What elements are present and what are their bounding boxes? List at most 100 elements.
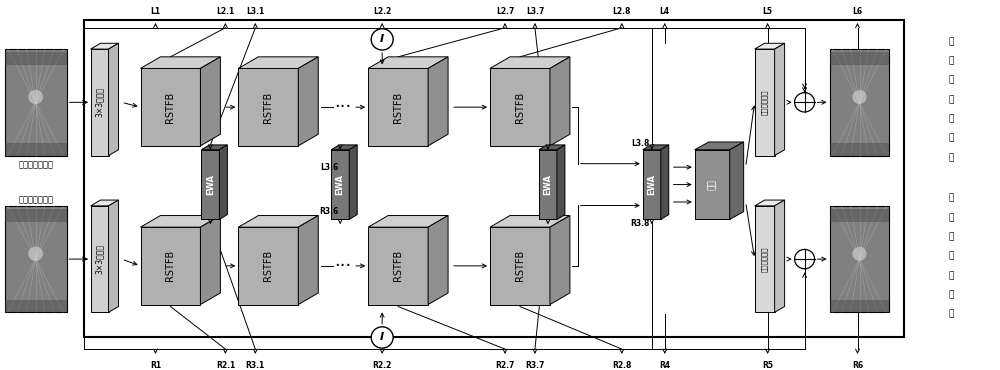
Text: 图: 图 [949,153,954,162]
Polygon shape [109,43,119,155]
Polygon shape [140,216,220,227]
Polygon shape [428,57,448,146]
Text: RSTFB: RSTFB [515,250,525,282]
Text: 低分辨率右视图: 低分辨率右视图 [18,195,53,204]
Circle shape [852,247,867,261]
Polygon shape [368,68,428,146]
Polygon shape [539,150,557,219]
Circle shape [795,249,815,269]
Polygon shape [140,57,220,68]
Circle shape [852,90,867,104]
Polygon shape [368,216,448,227]
Text: L2.2: L2.2 [373,7,391,16]
Polygon shape [238,68,298,146]
Text: I: I [380,34,384,44]
Text: L5: L5 [763,7,773,16]
Text: 高: 高 [949,37,954,46]
Text: 分: 分 [949,56,954,65]
Text: L2.7: L2.7 [496,7,514,16]
Text: RSTFB: RSTFB [393,250,403,282]
Text: R4: R4 [659,361,670,370]
Polygon shape [200,216,220,305]
Text: EWA: EWA [336,174,345,195]
Polygon shape [550,57,570,146]
Text: R2.8: R2.8 [612,361,632,370]
Text: L3.7: L3.7 [526,7,544,16]
Bar [830,49,889,155]
Circle shape [795,92,815,112]
Polygon shape [349,145,357,219]
Bar [830,209,889,222]
Text: 率: 率 [949,252,954,261]
Polygon shape [238,57,318,68]
Text: RSTFB: RSTFB [165,250,175,282]
Text: RSTFB: RSTFB [515,91,525,123]
Text: L6: L6 [852,7,863,16]
Polygon shape [557,145,565,219]
Text: L3.8: L3.8 [631,139,650,148]
Circle shape [371,29,393,50]
Text: 融合: 融合 [708,179,717,190]
Text: 分: 分 [949,213,954,222]
Text: R5: R5 [762,361,773,370]
Text: RSTFB: RSTFB [165,91,175,123]
Text: 右: 右 [949,271,954,280]
Polygon shape [550,216,570,305]
Text: 3×3卷积层: 3×3卷积层 [95,87,104,117]
Bar [5,143,67,155]
Text: R2.7: R2.7 [495,361,515,370]
Polygon shape [109,200,119,312]
Circle shape [28,90,43,104]
Text: R3.1: R3.1 [246,361,265,370]
Polygon shape [695,142,744,150]
Text: R1: R1 [150,361,161,370]
Polygon shape [490,68,550,146]
Text: RSTFB: RSTFB [263,91,273,123]
Text: 左: 左 [949,114,954,123]
Polygon shape [695,150,730,219]
Text: EWA: EWA [647,174,656,195]
Polygon shape [755,43,785,49]
Text: RSTFB: RSTFB [263,250,273,282]
Text: ···: ··· [335,257,352,275]
Circle shape [28,246,43,261]
Text: 视: 视 [949,134,954,142]
Bar [830,143,889,155]
Polygon shape [775,200,785,312]
Bar [84,20,904,337]
Polygon shape [539,145,565,150]
Bar [5,52,67,65]
Text: 低分辨率左视图: 低分辨率左视图 [18,160,53,169]
Text: 率: 率 [949,95,954,104]
Bar [5,209,67,222]
Polygon shape [298,57,318,146]
Polygon shape [331,150,349,219]
Polygon shape [331,145,357,150]
Polygon shape [755,49,775,155]
Polygon shape [775,43,785,155]
Text: R3.8: R3.8 [630,219,650,228]
Polygon shape [91,206,109,312]
Bar [830,300,889,312]
Polygon shape [219,145,227,219]
Polygon shape [201,145,227,150]
Text: 视: 视 [949,290,954,299]
Text: 3×3卷积层: 3×3卷积层 [95,244,104,274]
Polygon shape [428,216,448,305]
Bar [830,52,889,65]
Polygon shape [91,43,119,49]
Text: 辨: 辨 [949,75,954,85]
Polygon shape [643,145,669,150]
Bar [5,49,67,155]
Text: 辨: 辨 [949,232,954,241]
Text: L3.6: L3.6 [320,163,338,172]
Text: R6: R6 [852,361,863,370]
Polygon shape [238,216,318,227]
Text: L2.8: L2.8 [613,7,631,16]
Polygon shape [730,142,744,219]
Bar [5,300,67,312]
Text: 亚像素卷积层: 亚像素卷积层 [761,90,768,115]
Text: L1: L1 [150,7,161,16]
Polygon shape [201,150,219,219]
Text: 高: 高 [949,194,954,203]
